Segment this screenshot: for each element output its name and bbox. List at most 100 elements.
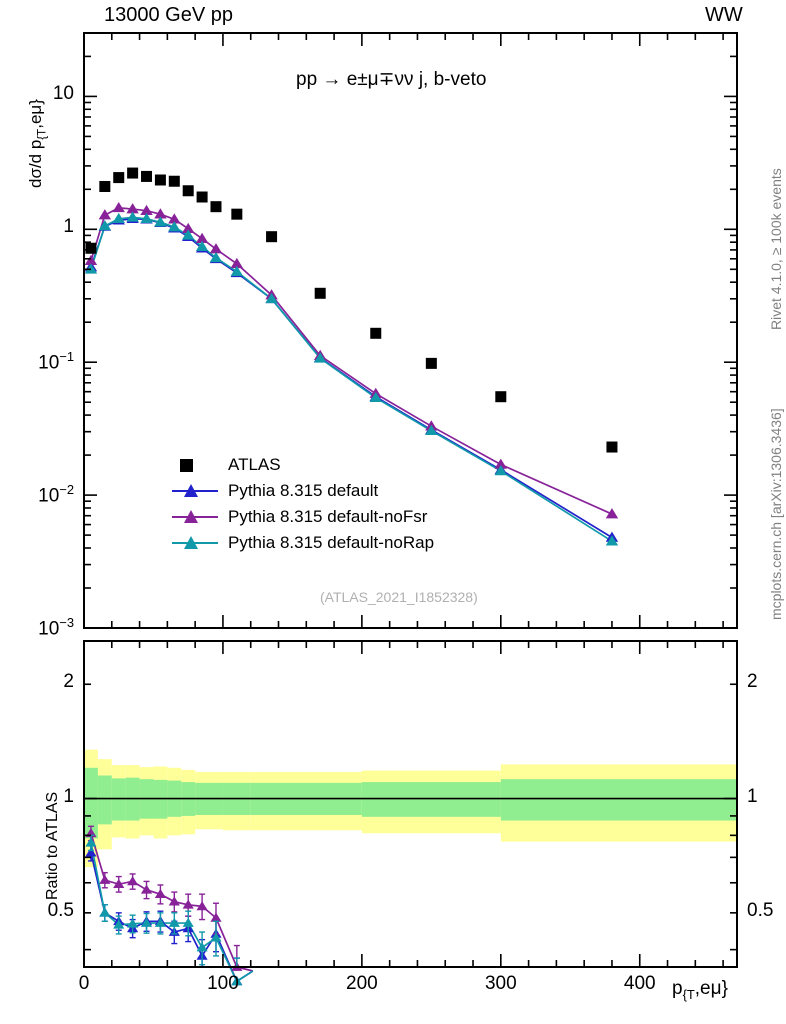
main-y-tick-label-1: 1 [63,216,74,238]
mc-data-point [126,203,139,214]
legend-square-icon [172,455,218,475]
ratio-data-point [127,918,139,928]
x-label-tail: ,eμ} [694,978,728,999]
mc-data-point [209,243,223,254]
ratio-data-point [196,942,208,952]
mc-data-point [605,508,619,519]
mc-data-point [140,212,153,224]
atlas-data-point [154,174,166,186]
legend-item-0[interactable]: ATLAS [172,452,434,478]
legend-item-3[interactable]: Pythia 8.315 default-noRap [172,530,434,556]
ratio-y-tick-label-right-2: 0.5 [747,899,774,921]
atlas-data-point [196,191,208,203]
main-y-tick-label-0: 10 [52,83,74,105]
mc-data-point [168,213,181,224]
ratio-data-point [154,917,166,927]
ratio-data-point [99,907,111,917]
atlas-data-point [210,201,222,213]
ratio-data-point [182,899,194,909]
ratio-data-point [85,847,97,857]
mc-data-point [195,240,209,251]
ratio-data-point [99,874,111,884]
main-y-tick-label-3: 10−2 [38,482,74,507]
atlas-data-point [314,287,326,299]
mc-data-point [494,458,508,469]
ratio-y-tick-label-right-1: 1 [747,785,758,807]
ratio-data-point [113,878,125,889]
atlas-data-point [141,170,153,182]
ratio-data-point [168,917,180,927]
ratio-data-point [85,837,97,847]
ratio-data-point [168,896,180,906]
legend-line-marker-icon [172,533,218,553]
ratio-y-tick-label-right-0: 2 [747,671,758,693]
ratio-data-point [210,932,222,942]
legend-item-1[interactable]: Pythia 8.315 default [172,478,434,504]
atlas-data-point [231,208,243,220]
atlas-data-point [425,357,437,369]
mc-data-point [230,265,244,276]
mc-data-point [154,216,167,227]
mc-data-point [84,254,98,266]
atlas-data-point [113,172,125,184]
x-tick-label-2: 200 [346,973,378,994]
ratio-data-point [140,884,153,894]
legend-item-2[interactable]: Pythia 8.315 default-noFsr [172,504,434,530]
ratio-y-tick-label-1: 1 [63,785,74,807]
ratio-data-point [140,917,153,927]
atlas-data-point [370,327,382,339]
main-y-tick-label-2: 10−1 [38,349,74,374]
ratio-data-point [210,912,222,922]
mc-data-point [98,209,112,220]
mc-data-point [154,208,167,219]
ratio-panel-frame [83,640,738,968]
ratio-data-point [231,976,243,986]
x-tick-label-4: 400 [623,973,656,994]
mc-data-point [182,222,195,234]
legend-label: Pythia 8.315 default [228,481,379,500]
mc-data-point [265,292,278,304]
analysis-watermark: (ATLAS_2021_I1852328) [320,589,478,605]
mc-data-point [425,424,438,436]
mc-data-point [494,465,508,476]
atlas-data-point [606,441,618,453]
x-tick-label-1: 100 [207,973,239,994]
legend-line-marker-icon [172,507,218,527]
ratio-data-point [127,876,139,886]
mc-data-point [209,251,223,263]
legend-line-marker-icon [172,481,218,501]
header-energy: 13000 GeV pp [104,4,233,26]
atlas-data-point [182,185,194,197]
x-label-main: p [672,978,683,999]
atlas-data-point [127,167,139,179]
atlas-data-point [266,231,278,243]
mc-data-point [182,229,195,240]
mc-data-point [84,263,98,274]
ratio-band-inner [500,779,737,821]
mc-data-point [112,201,125,213]
ratio-data-point [196,901,208,911]
x-tick-label-3: 300 [484,973,517,994]
main-plot-title: pp → e±μ∓νν j, b-veto [296,69,487,90]
ratio-data-point [113,919,125,929]
atlas-data-point [99,180,111,192]
ratio-band-inner [111,778,126,821]
main-y-tick-label-4: 10−3 [38,615,74,640]
x-axis-label: p{T,eμ} [672,978,728,1002]
x-tick-label-0: 0 [78,973,90,994]
main-panel-frame [83,32,738,629]
ratio-data-point [182,917,194,927]
legend-label: Pythia 8.315 default-noRap [228,533,435,552]
legend-label: Pythia 8.315 default-noFsr [228,507,428,526]
x-label-sub: {T [682,986,695,1002]
atlas-data-point [495,391,507,403]
mc-data-point [605,535,619,546]
ratio-y-tick-label-2: 0.5 [47,899,74,921]
mc-data-point [112,212,125,224]
ratio-band-inner [361,782,501,817]
atlas-data-point [168,175,180,187]
legend-label: ATLAS [228,455,281,474]
mc-data-point [369,391,382,403]
atlas-data-point [85,242,97,254]
